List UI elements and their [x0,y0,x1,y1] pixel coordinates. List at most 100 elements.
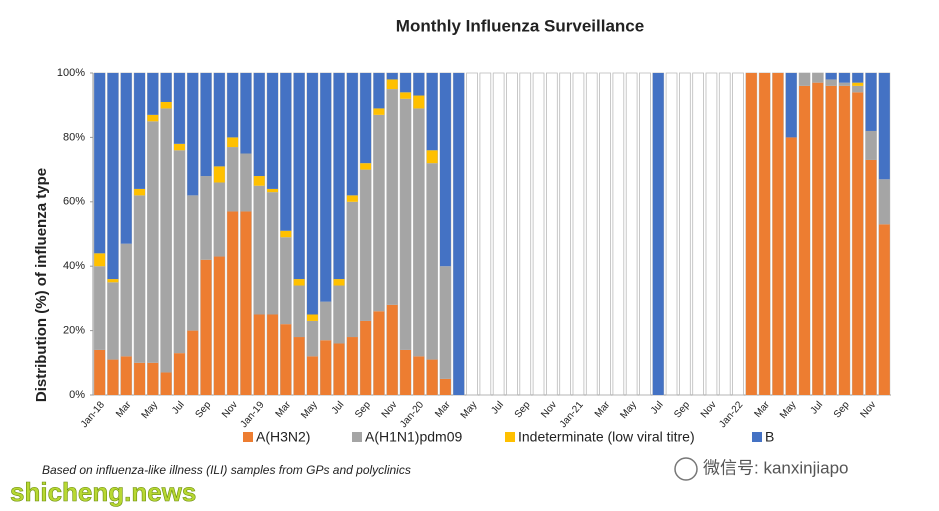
bar-segment [825,73,837,80]
bar-segment [333,279,345,286]
bar-segment [94,253,106,267]
bar-segment [160,73,172,102]
bar-segment [293,337,305,395]
bar-segment [253,73,265,177]
bar-segment [400,349,412,395]
footnote: Based on influenza-like illness (ILI) sa… [42,463,411,477]
bar-segment [838,85,850,395]
bar-segment [267,314,279,395]
bar-segment [160,101,172,109]
bar-segment [346,73,358,196]
watermark: shicheng.news [10,477,196,507]
x-tick-label: Jul [170,400,187,417]
bar-segment [240,211,252,395]
bar-segment [94,73,106,254]
legend-label: B [765,429,774,445]
x-tick-label: Nov [539,400,559,421]
bar-segment [134,188,146,196]
x-tick-label: May [140,400,161,422]
x-tick-label: Mar [433,399,453,420]
bar-frame [519,72,532,396]
bar-segment [280,230,292,238]
bar-segment [120,356,132,395]
bar-segment [213,256,225,395]
bar-segment [306,314,318,321]
bar-segment [413,356,425,395]
bar-segment [373,108,385,115]
x-tick-label: Mar [274,399,294,420]
bar-segment [120,243,132,357]
bar-segment [439,378,451,395]
bar-segment [147,121,159,363]
bar-segment [386,73,398,80]
bar-segment [453,73,465,395]
bar-segment [200,73,212,177]
bar-frame [545,72,558,396]
bar-segment [253,314,265,395]
bar-segment [280,324,292,395]
bar-frame [705,72,718,396]
bar-segment [426,150,438,164]
bar-segment [333,73,345,280]
bar-segment [426,359,438,395]
x-tick-label: Sep [513,399,533,420]
bar-frame [479,72,492,396]
x-tick-label: Jul [489,400,506,417]
bar-segment [360,73,372,164]
bar-segment [280,237,292,325]
legend-swatch [352,432,362,442]
x-tick-label: Nov [699,400,719,421]
legend-swatch [752,432,762,442]
bar-segment [386,304,398,395]
bar-segment [213,73,225,167]
legend-label: Indeterminate (low viral titre) [518,429,695,445]
bar-segment [200,259,212,395]
x-tick-label: Sep [832,399,852,420]
bar-frame [492,72,505,396]
x-tick-label: Sep [353,399,373,420]
wechat-icon [674,457,698,481]
bar-segment [333,343,345,395]
bar-segment [173,353,185,395]
x-tick-label: Jul [809,400,826,417]
bar-segment [134,195,146,363]
x-tick-label: Jan-19 [238,399,266,430]
bar-segment [799,73,811,86]
x-tick-label: May [618,400,639,422]
bar-segment [306,73,318,315]
x-tick-label: Mar [752,399,772,420]
bar-segment [852,92,864,395]
legend-label: A(H1N1)pdm09 [365,429,462,445]
bar-frame [732,72,744,396]
legend-swatch [243,432,253,442]
bar-segment [320,301,332,341]
bar-segment [400,98,412,350]
bar-segment [173,73,185,144]
bar-segment [346,201,358,338]
wechat-id: 微信号: kanxinjiapo [703,458,849,477]
x-tick-label: Jan-18 [79,399,107,430]
bar-segment [865,130,877,160]
bar-segment [346,195,358,202]
y-tick-label: 0% [69,389,85,401]
bar-segment [413,95,425,109]
bar-segment [107,359,119,395]
bar-segment [173,150,185,354]
bar-segment [267,73,279,189]
bar-segment [320,340,332,395]
bar-frame [612,72,625,396]
bar-segment [213,166,225,183]
y-tick-label: 100% [57,67,85,79]
bar-segment [825,85,837,395]
bar-segment [426,73,438,151]
bar-segment [373,311,385,395]
bar-segment [306,320,318,357]
x-tick-label: May [299,400,320,422]
bar-segment [240,73,252,154]
bar-segment [147,362,159,395]
bar-frame [506,72,518,396]
bar-segment [360,320,372,395]
bar-segment [200,176,212,260]
bar-segment [107,73,119,280]
